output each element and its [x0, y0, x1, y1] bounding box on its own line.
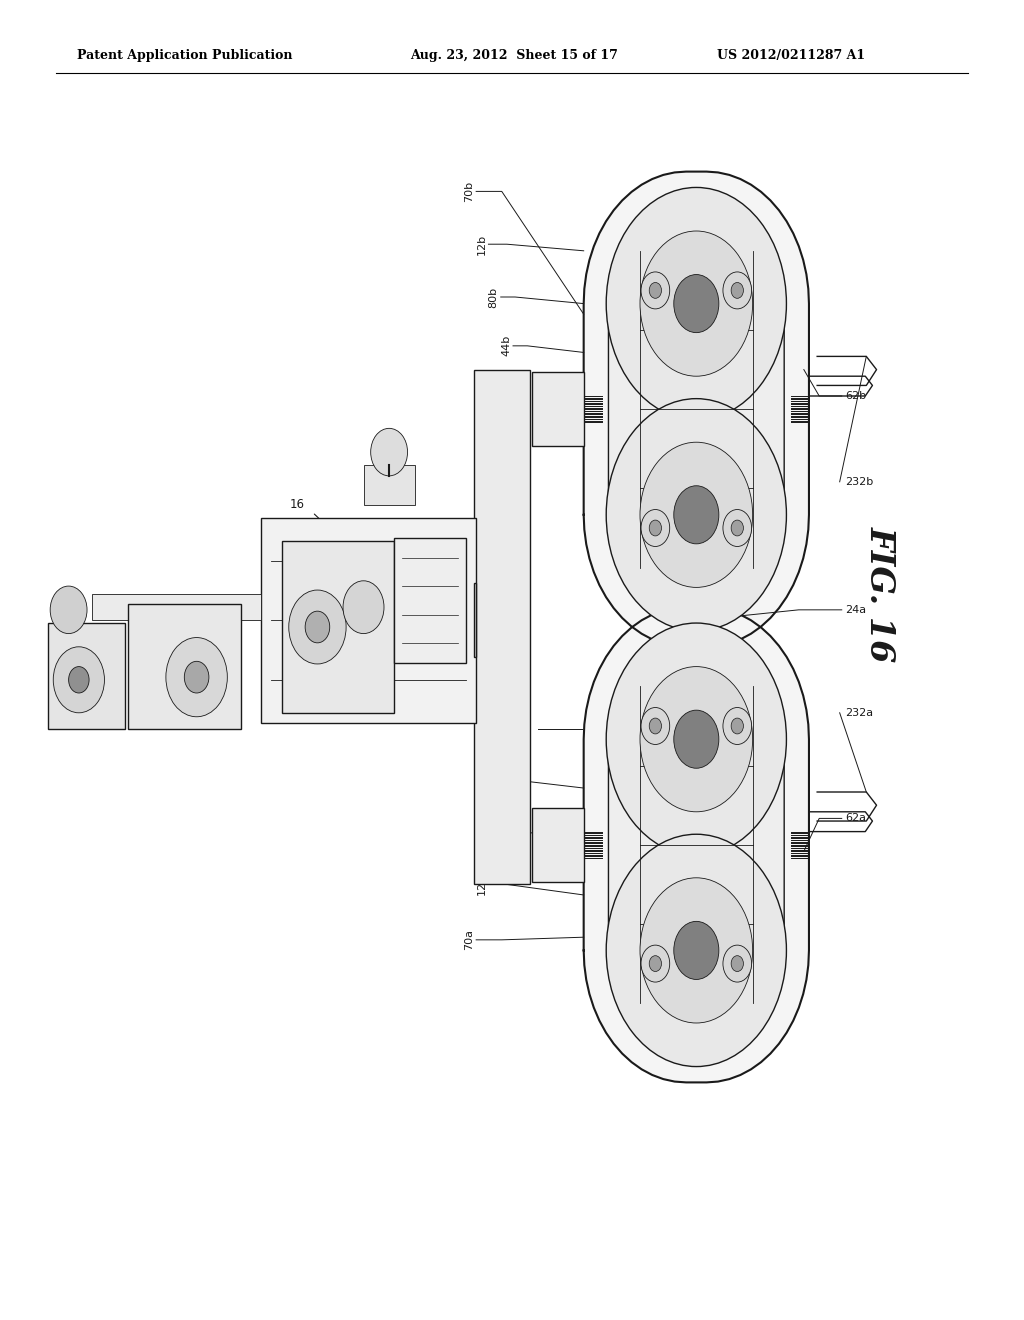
Bar: [532, 808, 584, 882]
Polygon shape: [608, 214, 784, 605]
Circle shape: [723, 945, 752, 982]
Bar: [473, 583, 476, 657]
Circle shape: [606, 187, 786, 420]
Circle shape: [606, 399, 786, 631]
Text: 62a: 62a: [845, 813, 866, 824]
Circle shape: [641, 272, 670, 309]
Bar: [128, 605, 241, 729]
Polygon shape: [584, 172, 809, 647]
Polygon shape: [584, 607, 809, 1082]
Text: 62b: 62b: [845, 391, 866, 401]
Circle shape: [649, 282, 662, 298]
Text: 70a: 70a: [464, 929, 474, 950]
Circle shape: [606, 623, 786, 855]
Text: 232a: 232a: [845, 708, 872, 718]
Bar: [261, 517, 476, 722]
Text: 232b: 232b: [845, 477, 873, 487]
Text: 12a: 12a: [476, 874, 486, 895]
Circle shape: [731, 520, 743, 536]
Circle shape: [649, 956, 662, 972]
Circle shape: [723, 272, 752, 309]
Circle shape: [305, 611, 330, 643]
Circle shape: [50, 586, 87, 634]
Circle shape: [69, 667, 89, 693]
Circle shape: [731, 718, 743, 734]
Circle shape: [723, 708, 752, 744]
Circle shape: [731, 956, 743, 972]
Circle shape: [641, 708, 670, 744]
Circle shape: [640, 878, 753, 1023]
Circle shape: [723, 510, 752, 546]
Circle shape: [641, 945, 670, 982]
Text: FIG. 16: FIG. 16: [864, 525, 897, 663]
Circle shape: [640, 442, 753, 587]
Bar: [282, 541, 394, 713]
Circle shape: [289, 590, 346, 664]
Bar: [394, 539, 466, 663]
Bar: [48, 623, 125, 729]
Text: 232a: 232a: [513, 714, 523, 743]
Bar: [473, 370, 530, 884]
Text: 24a: 24a: [845, 605, 866, 615]
Text: 232b: 232b: [513, 395, 523, 424]
Circle shape: [674, 275, 719, 333]
Circle shape: [371, 428, 408, 475]
Text: 44a: 44a: [501, 771, 511, 792]
Circle shape: [731, 282, 743, 298]
Text: 16: 16: [290, 498, 304, 511]
Circle shape: [640, 667, 753, 812]
Circle shape: [674, 710, 719, 768]
Circle shape: [674, 486, 719, 544]
Circle shape: [649, 718, 662, 734]
Circle shape: [641, 510, 670, 546]
Circle shape: [184, 661, 209, 693]
Circle shape: [640, 231, 753, 376]
Polygon shape: [608, 649, 784, 1040]
Text: 80a: 80a: [488, 821, 499, 842]
Bar: [364, 465, 415, 504]
Text: Aug. 23, 2012  Sheet 15 of 17: Aug. 23, 2012 Sheet 15 of 17: [410, 49, 617, 62]
Circle shape: [606, 834, 786, 1067]
Text: 70b: 70b: [464, 181, 474, 202]
Circle shape: [674, 921, 719, 979]
Text: 80b: 80b: [488, 286, 499, 308]
Circle shape: [649, 520, 662, 536]
Text: Patent Application Publication: Patent Application Publication: [77, 49, 292, 62]
Bar: [532, 372, 584, 446]
Text: US 2012/0211287 A1: US 2012/0211287 A1: [717, 49, 865, 62]
Circle shape: [166, 638, 227, 717]
Text: 44b: 44b: [501, 335, 511, 356]
Circle shape: [53, 647, 104, 713]
Circle shape: [343, 581, 384, 634]
Bar: [92, 594, 261, 620]
Text: 12b: 12b: [476, 234, 486, 255]
